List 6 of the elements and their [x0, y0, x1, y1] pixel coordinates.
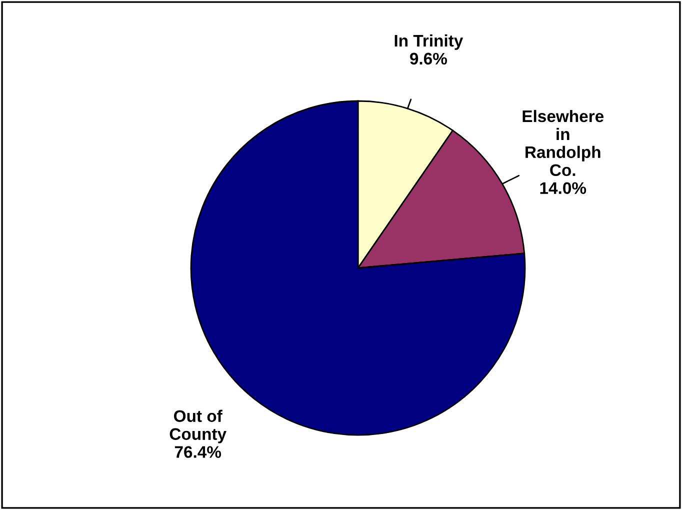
slice-label: In Trinity — [394, 34, 464, 50]
slice-label: Out of County — [170, 410, 226, 444]
data-label: 76.4% — [174, 446, 222, 458]
data-label: 14.0% — [540, 182, 586, 194]
slice-label: Elsewhere in Randolph Co. — [522, 110, 604, 176]
data-label: 9.6% — [410, 52, 447, 65]
